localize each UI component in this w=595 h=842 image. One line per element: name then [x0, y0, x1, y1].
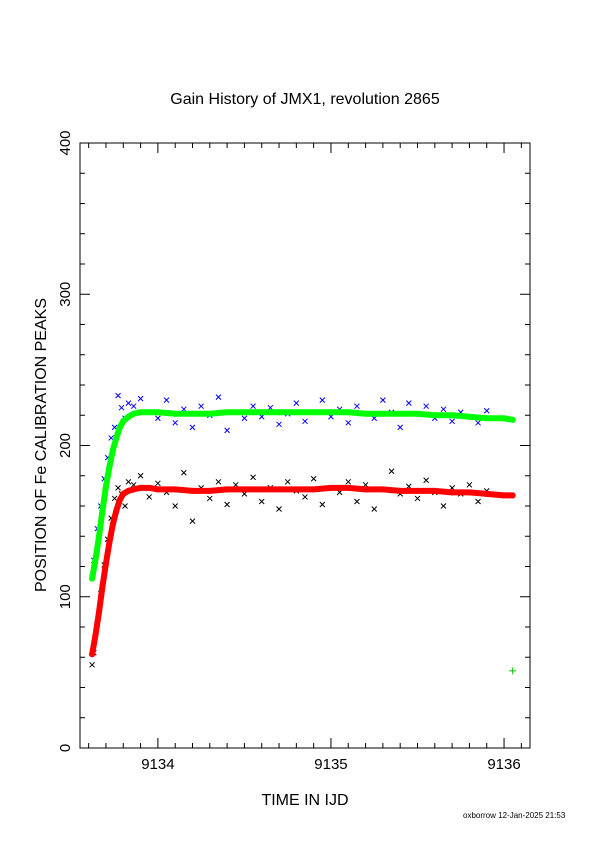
- data-point: [215, 478, 222, 485]
- data-point: [137, 395, 144, 402]
- data-point: [475, 419, 481, 426]
- x-tick-label: 9135: [314, 756, 347, 773]
- data-point: [319, 397, 326, 403]
- data-point: [276, 421, 282, 428]
- data-point: [483, 407, 490, 414]
- data-point: [111, 495, 118, 502]
- fit-curve: [89, 409, 516, 582]
- data-point: [414, 495, 421, 502]
- data-point: [440, 503, 447, 509]
- data-point: [125, 400, 132, 407]
- data-point: [284, 478, 291, 485]
- data-point: [125, 478, 132, 485]
- data-point: [354, 498, 360, 505]
- data-point: [475, 498, 481, 505]
- data-point: [440, 406, 447, 413]
- data-point: [354, 403, 360, 410]
- data-point: [189, 518, 196, 524]
- data-point: [310, 475, 317, 482]
- plot-frame: [79, 142, 531, 749]
- data-point: [115, 484, 121, 491]
- data-point: [122, 503, 128, 509]
- data-point: [345, 478, 352, 485]
- data-point: [258, 498, 265, 505]
- series-2: [89, 409, 516, 582]
- fit-curve: [89, 484, 516, 658]
- y-tick-label: 200: [57, 433, 74, 458]
- data-point: [115, 392, 121, 399]
- footer-timestamp: oxborrow 12-Jan-2025 21:53: [463, 811, 566, 820]
- data-point: [371, 506, 378, 512]
- data-point: [172, 419, 179, 426]
- data-point: [276, 506, 282, 512]
- x-axis-label: TIME IN IJD: [261, 792, 348, 809]
- data-point: [345, 419, 352, 426]
- x-tick-label: 9134: [141, 756, 174, 773]
- chart-title: Gain History of JMX1, revolution 2865: [170, 91, 440, 108]
- series-1: [89, 468, 490, 668]
- y-tick-label: 300: [57, 282, 74, 307]
- data-point: [380, 397, 386, 403]
- data-point: [302, 494, 308, 500]
- data-series: [89, 392, 517, 675]
- data-point: [466, 481, 473, 488]
- data-point: [198, 403, 205, 410]
- y-axis-label: POSITION OF Fe CALIBRATION PEAKS: [33, 298, 50, 592]
- data-point: [130, 403, 137, 410]
- data-point: [155, 480, 161, 487]
- data-point: [189, 424, 196, 431]
- y-tick-label: 400: [57, 130, 74, 155]
- data-point: [118, 404, 125, 411]
- data-point: [397, 424, 404, 431]
- data-point: [155, 415, 161, 422]
- data-point: [224, 501, 230, 508]
- data-point: [449, 418, 455, 425]
- data-point: [388, 468, 395, 475]
- data-point: [405, 400, 412, 407]
- data-point: [250, 474, 256, 481]
- data-point: [137, 472, 144, 479]
- data-point: [215, 394, 222, 400]
- series-3: [89, 484, 516, 658]
- data-point: [293, 400, 300, 407]
- data-point: [423, 477, 430, 484]
- data-point: [163, 397, 170, 403]
- axis-ticks: [80, 142, 530, 749]
- data-point: [180, 469, 187, 476]
- y-tick-label: 100: [57, 584, 74, 609]
- data-point: [172, 503, 179, 509]
- data-point: [423, 403, 430, 410]
- axis-tick-labels: 0 100 200 300 400 9134 9135 9136: [57, 130, 521, 773]
- series-4: [509, 667, 517, 675]
- data-point: [146, 494, 153, 500]
- data-point: [241, 415, 248, 422]
- data-point: [509, 667, 517, 675]
- data-point: [224, 427, 230, 434]
- x-tick-label: 9136: [487, 756, 520, 773]
- data-point: [302, 418, 308, 425]
- data-point: [89, 661, 95, 668]
- y-tick-label: 0: [57, 744, 74, 752]
- data-point: [250, 403, 256, 410]
- data-point: [319, 501, 326, 508]
- data-point: [206, 495, 213, 502]
